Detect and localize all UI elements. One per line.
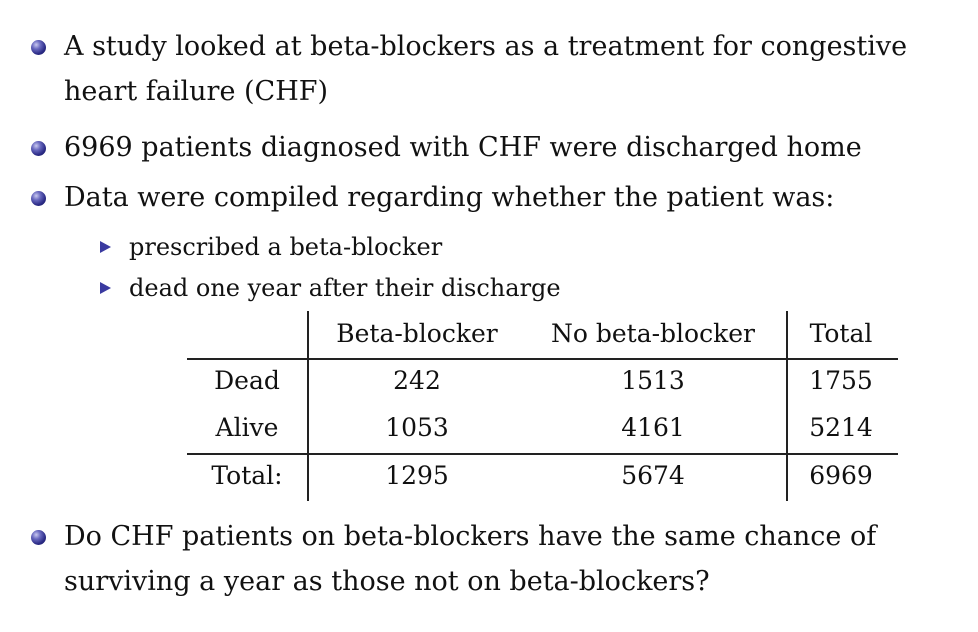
triangle-bullet-icon [100, 241, 111, 253]
table-cell: 5674 [621, 461, 685, 490]
table-cell: 4161 [621, 413, 685, 442]
table-row-label: Alive [215, 413, 279, 442]
table-horizontal-rule [187, 358, 898, 360]
table-cell: 242 [393, 366, 441, 395]
table-cell: 1513 [621, 366, 685, 395]
table-row-label: Total: [211, 461, 283, 490]
ball-bullet-icon [31, 530, 46, 545]
sub-bullet-text: dead one year after their discharge [129, 274, 561, 302]
triangle-bullet-icon [100, 282, 111, 294]
table-cell: 6969 [809, 461, 873, 490]
sub-bullet-text: prescribed a beta-blocker [129, 233, 443, 261]
contingency-table: Beta-blocker No beta-blocker Total Dead … [187, 311, 898, 501]
table-vertical-rule [786, 311, 788, 501]
table-cell: 1755 [809, 366, 873, 395]
ball-bullet-icon [31, 40, 46, 55]
table-horizontal-rule [187, 453, 898, 455]
table-row-label: Dead [214, 366, 280, 395]
table-vertical-rule [307, 311, 309, 501]
bullet-text-line: A study looked at beta-blockers as a tre… [64, 31, 908, 62]
bullet-text-line: surviving a year as those not on beta-bl… [64, 566, 710, 597]
table-cell: 1053 [385, 413, 449, 442]
bullet-text-line: 6969 patients diagnosed with CHF were di… [64, 132, 862, 163]
ball-bullet-icon [31, 191, 46, 206]
table-header-cell: Total [809, 319, 873, 348]
table-header-cell: Beta-blocker [336, 319, 498, 348]
bullet-text-line: Do CHF patients on beta-blockers have th… [64, 521, 877, 552]
table-header-cell: No beta-blocker [550, 319, 756, 348]
table-cell: 5214 [809, 413, 873, 442]
table-cell: 1295 [385, 461, 449, 490]
ball-bullet-icon [31, 141, 46, 156]
bullet-text-line: heart failure (CHF) [64, 76, 329, 107]
bullet-text-line: Data were compiled regarding whether the… [64, 182, 835, 213]
